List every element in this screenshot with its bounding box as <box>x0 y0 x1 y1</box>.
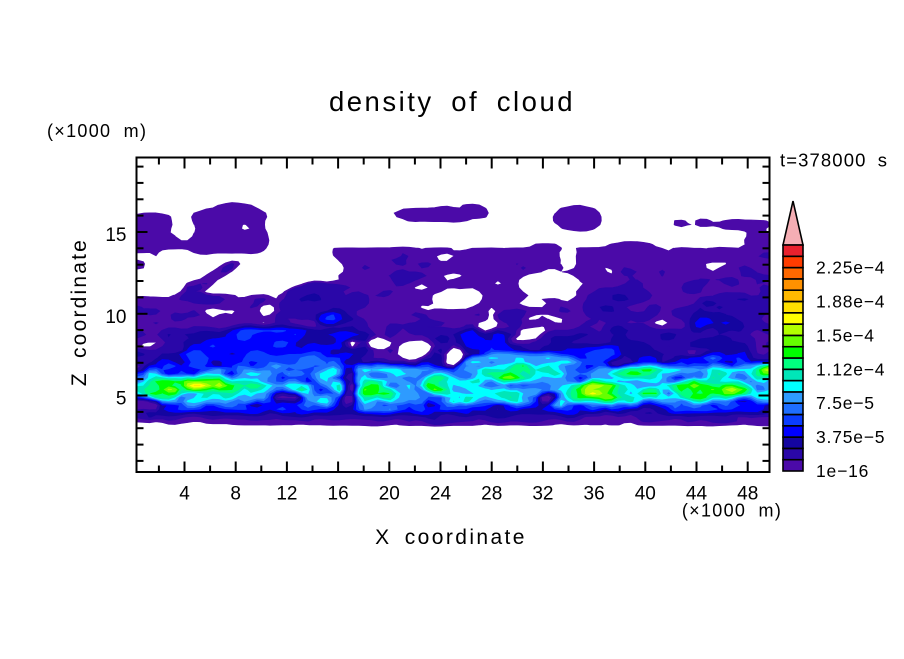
svg-text:1e−16: 1e−16 <box>816 461 869 481</box>
svg-text:15: 15 <box>105 225 126 246</box>
svg-text:X coordinate: X coordinate <box>375 526 527 549</box>
svg-text:36: 36 <box>584 484 605 505</box>
svg-text:10: 10 <box>105 307 126 328</box>
svg-text:20: 20 <box>379 484 400 505</box>
svg-text:density of cloud: density of cloud <box>329 86 575 117</box>
svg-text:24: 24 <box>430 484 452 505</box>
svg-text:4: 4 <box>179 484 190 505</box>
svg-text:16: 16 <box>328 484 349 505</box>
svg-text:2.25e−4: 2.25e−4 <box>816 258 885 278</box>
svg-text:8: 8 <box>230 484 241 505</box>
svg-text:32: 32 <box>532 484 553 505</box>
svg-text:(×1000 m): (×1000 m) <box>47 121 147 141</box>
svg-text:7.5e−5: 7.5e−5 <box>816 393 875 413</box>
svg-text:28: 28 <box>481 484 502 505</box>
svg-text:Z coordinate: Z coordinate <box>68 238 91 386</box>
svg-text:3.75e−5: 3.75e−5 <box>816 427 885 447</box>
svg-text:1.88e−4: 1.88e−4 <box>816 292 885 312</box>
svg-text:1.5e−4: 1.5e−4 <box>816 325 875 345</box>
svg-text:(×1000 m): (×1000 m) <box>682 501 782 521</box>
svg-text:40: 40 <box>635 484 656 505</box>
svg-text:t=378000 s: t=378000 s <box>780 150 888 171</box>
svg-text:1.12e−4: 1.12e−4 <box>816 359 885 379</box>
svg-text:5: 5 <box>116 389 127 410</box>
svg-text:12: 12 <box>276 484 297 505</box>
svg-text:48: 48 <box>737 484 758 505</box>
svg-text:44: 44 <box>686 484 708 505</box>
